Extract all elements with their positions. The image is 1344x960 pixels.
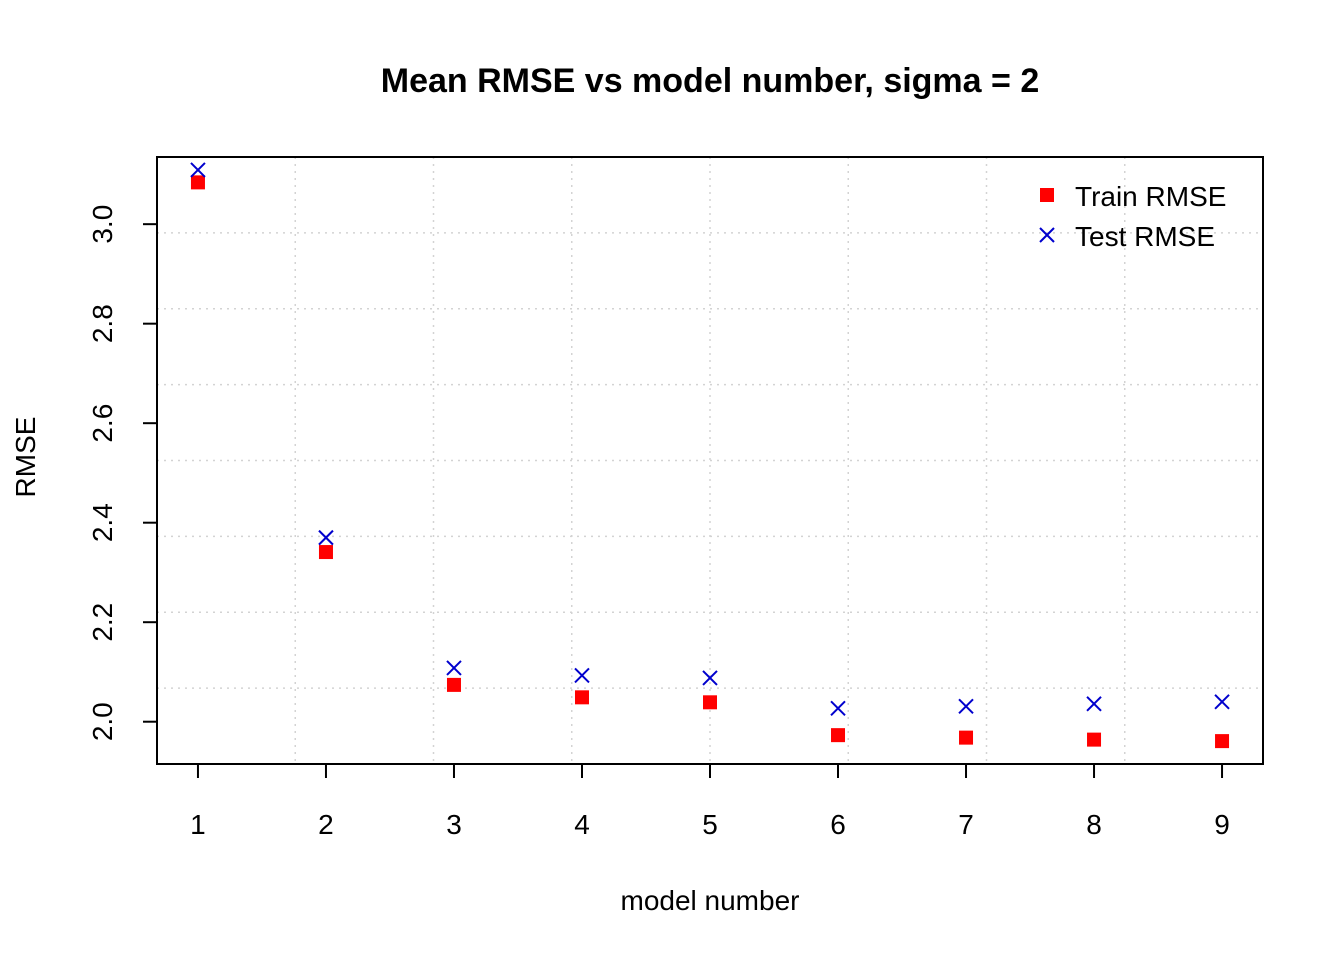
grid-lines [157,157,1263,764]
test-rmse-point [1214,694,1230,710]
train-rmse-point [1215,734,1230,749]
y-axis-label: RMSE [10,417,41,498]
x-tick-label: 6 [830,809,846,840]
y-tick-label: 2.8 [87,304,118,343]
x-tick-label: 3 [446,809,462,840]
test-rmse-point [958,698,974,714]
y-tick-label: 2.2 [87,603,118,642]
x-tick-label: 7 [958,809,974,840]
y-tick-label: 2.0 [87,702,118,741]
x-tick-label: 2 [318,809,334,840]
y-tick-label: 3.0 [87,205,118,244]
legend-test-marker [1039,227,1055,243]
legend: Train RMSE Test RMSE [1039,181,1226,252]
train-rmse-point [446,677,461,692]
x-tick-label: 1 [190,809,206,840]
x-axis-label: model number [621,885,800,916]
x-tick-label: 5 [702,809,718,840]
x-tick-label: 9 [1214,809,1230,840]
train-rmse-point [318,545,333,560]
test-rmse-point [1086,696,1102,712]
y-axis: 2.0 2.2 2.4 2.6 2.8 3.0 [87,205,158,741]
train-rmse-point [703,695,717,710]
test-rmse-point [830,700,846,716]
y-tick-label: 2.4 [87,503,118,542]
legend-train-marker [1040,188,1054,202]
train-rmse-point [574,690,589,705]
test-rmse-point [190,162,206,178]
y-tick-label: 2.6 [87,404,118,443]
data-points [190,162,1230,749]
test-rmse-point [318,529,334,546]
train-rmse-point [1087,732,1102,747]
x-axis: 1 2 3 4 5 6 7 8 9 [190,763,1230,840]
legend-train-label: Train RMSE [1075,181,1226,212]
train-rmse-point [831,728,846,743]
train-rmse-point [190,175,205,190]
x-tick-label: 8 [1086,809,1102,840]
chart-title: Mean RMSE vs model number, sigma = 2 [381,62,1039,100]
test-rmse-point [702,670,718,686]
legend-test-label: Test RMSE [1075,221,1215,252]
x-tick-label: 4 [574,809,590,840]
train-rmse-point [959,730,974,745]
test-rmse-point [446,660,462,676]
test-rmse-point [574,667,590,684]
